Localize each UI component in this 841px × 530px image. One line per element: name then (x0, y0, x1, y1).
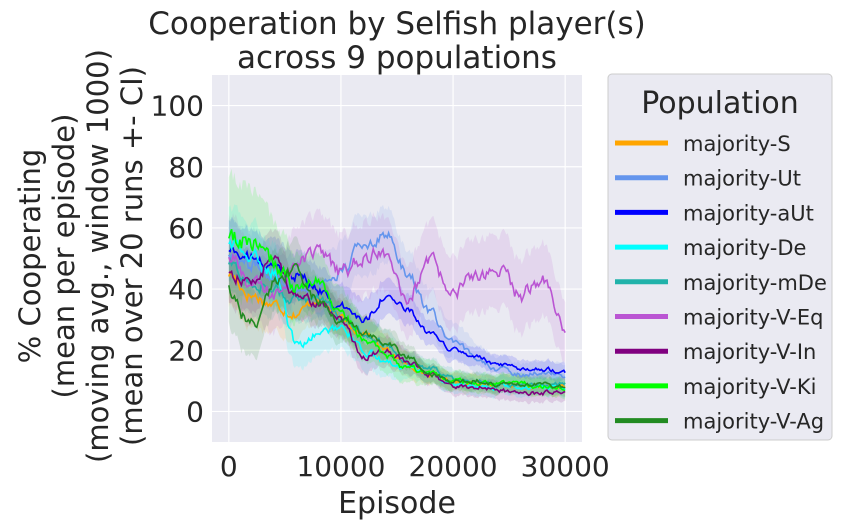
legend-label: majority-Ut (683, 167, 801, 191)
chart-title-line-1: Cooperation by Selfish player(s) (148, 6, 646, 42)
y-tick-label: 80 (168, 151, 204, 184)
legend-label: majority-V-Ki (683, 375, 816, 399)
series-line (228, 230, 566, 379)
y-axis-label-line-3: (moving avg., window 1000) (81, 49, 115, 463)
x-axis-label: Episode (338, 486, 456, 521)
ci-band (228, 208, 566, 364)
legend-label: majority-aUt (683, 201, 814, 225)
x-tick-label: 0 (220, 450, 238, 483)
series-lines (228, 228, 566, 397)
legend-title: Population (641, 86, 799, 121)
ci-band (228, 241, 566, 398)
x-tick-label: 20000 (409, 450, 498, 483)
series-line (228, 228, 566, 392)
legend-label: majority-mDe (683, 271, 827, 295)
series-line (228, 262, 566, 389)
legend-label: majority-V-In (683, 340, 816, 364)
y-tick-label: 40 (168, 273, 204, 306)
y-tick-label: 60 (168, 212, 204, 245)
series-line (228, 243, 566, 333)
tick-labels: 0 20 40 60 80 100 0 10000 20000 30000 (151, 90, 610, 483)
ci-band (228, 216, 566, 383)
legend-box (607, 73, 833, 441)
legend-label: majority-V-Eq (683, 306, 823, 330)
ci-band (228, 204, 566, 400)
legend-label: majority-V-Ag (683, 410, 824, 434)
y-tick-label: 100 (151, 90, 204, 123)
ci-band (228, 168, 566, 400)
y-tick-label: 0 (186, 395, 204, 428)
x-tick-label: 10000 (296, 450, 385, 483)
chart-title-line-2: across 9 populations (237, 40, 557, 76)
legend: Population majority-Smajority-Utmajority… (607, 73, 833, 441)
y-axis-label-line-4: (mean over 20 runs +- CI) (115, 66, 149, 446)
legend-label: majority-S (683, 132, 791, 156)
x-tick-label: 30000 (521, 450, 610, 483)
ci-band (228, 236, 566, 397)
legend-label: majority-De (683, 236, 806, 260)
legend-items: majority-S majority-Ut majority-aUt majorit… (615, 132, 827, 434)
y-axis-label-line-1: % Cooperating (13, 149, 47, 364)
series-line (228, 238, 566, 392)
y-tick-label: 20 (168, 334, 204, 367)
y-axis-label-line-2: (mean per episode) (47, 114, 81, 399)
